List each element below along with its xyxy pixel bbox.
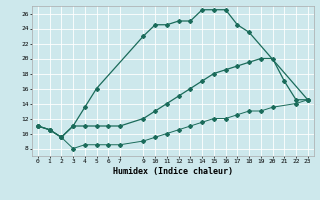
X-axis label: Humidex (Indice chaleur): Humidex (Indice chaleur): [113, 167, 233, 176]
